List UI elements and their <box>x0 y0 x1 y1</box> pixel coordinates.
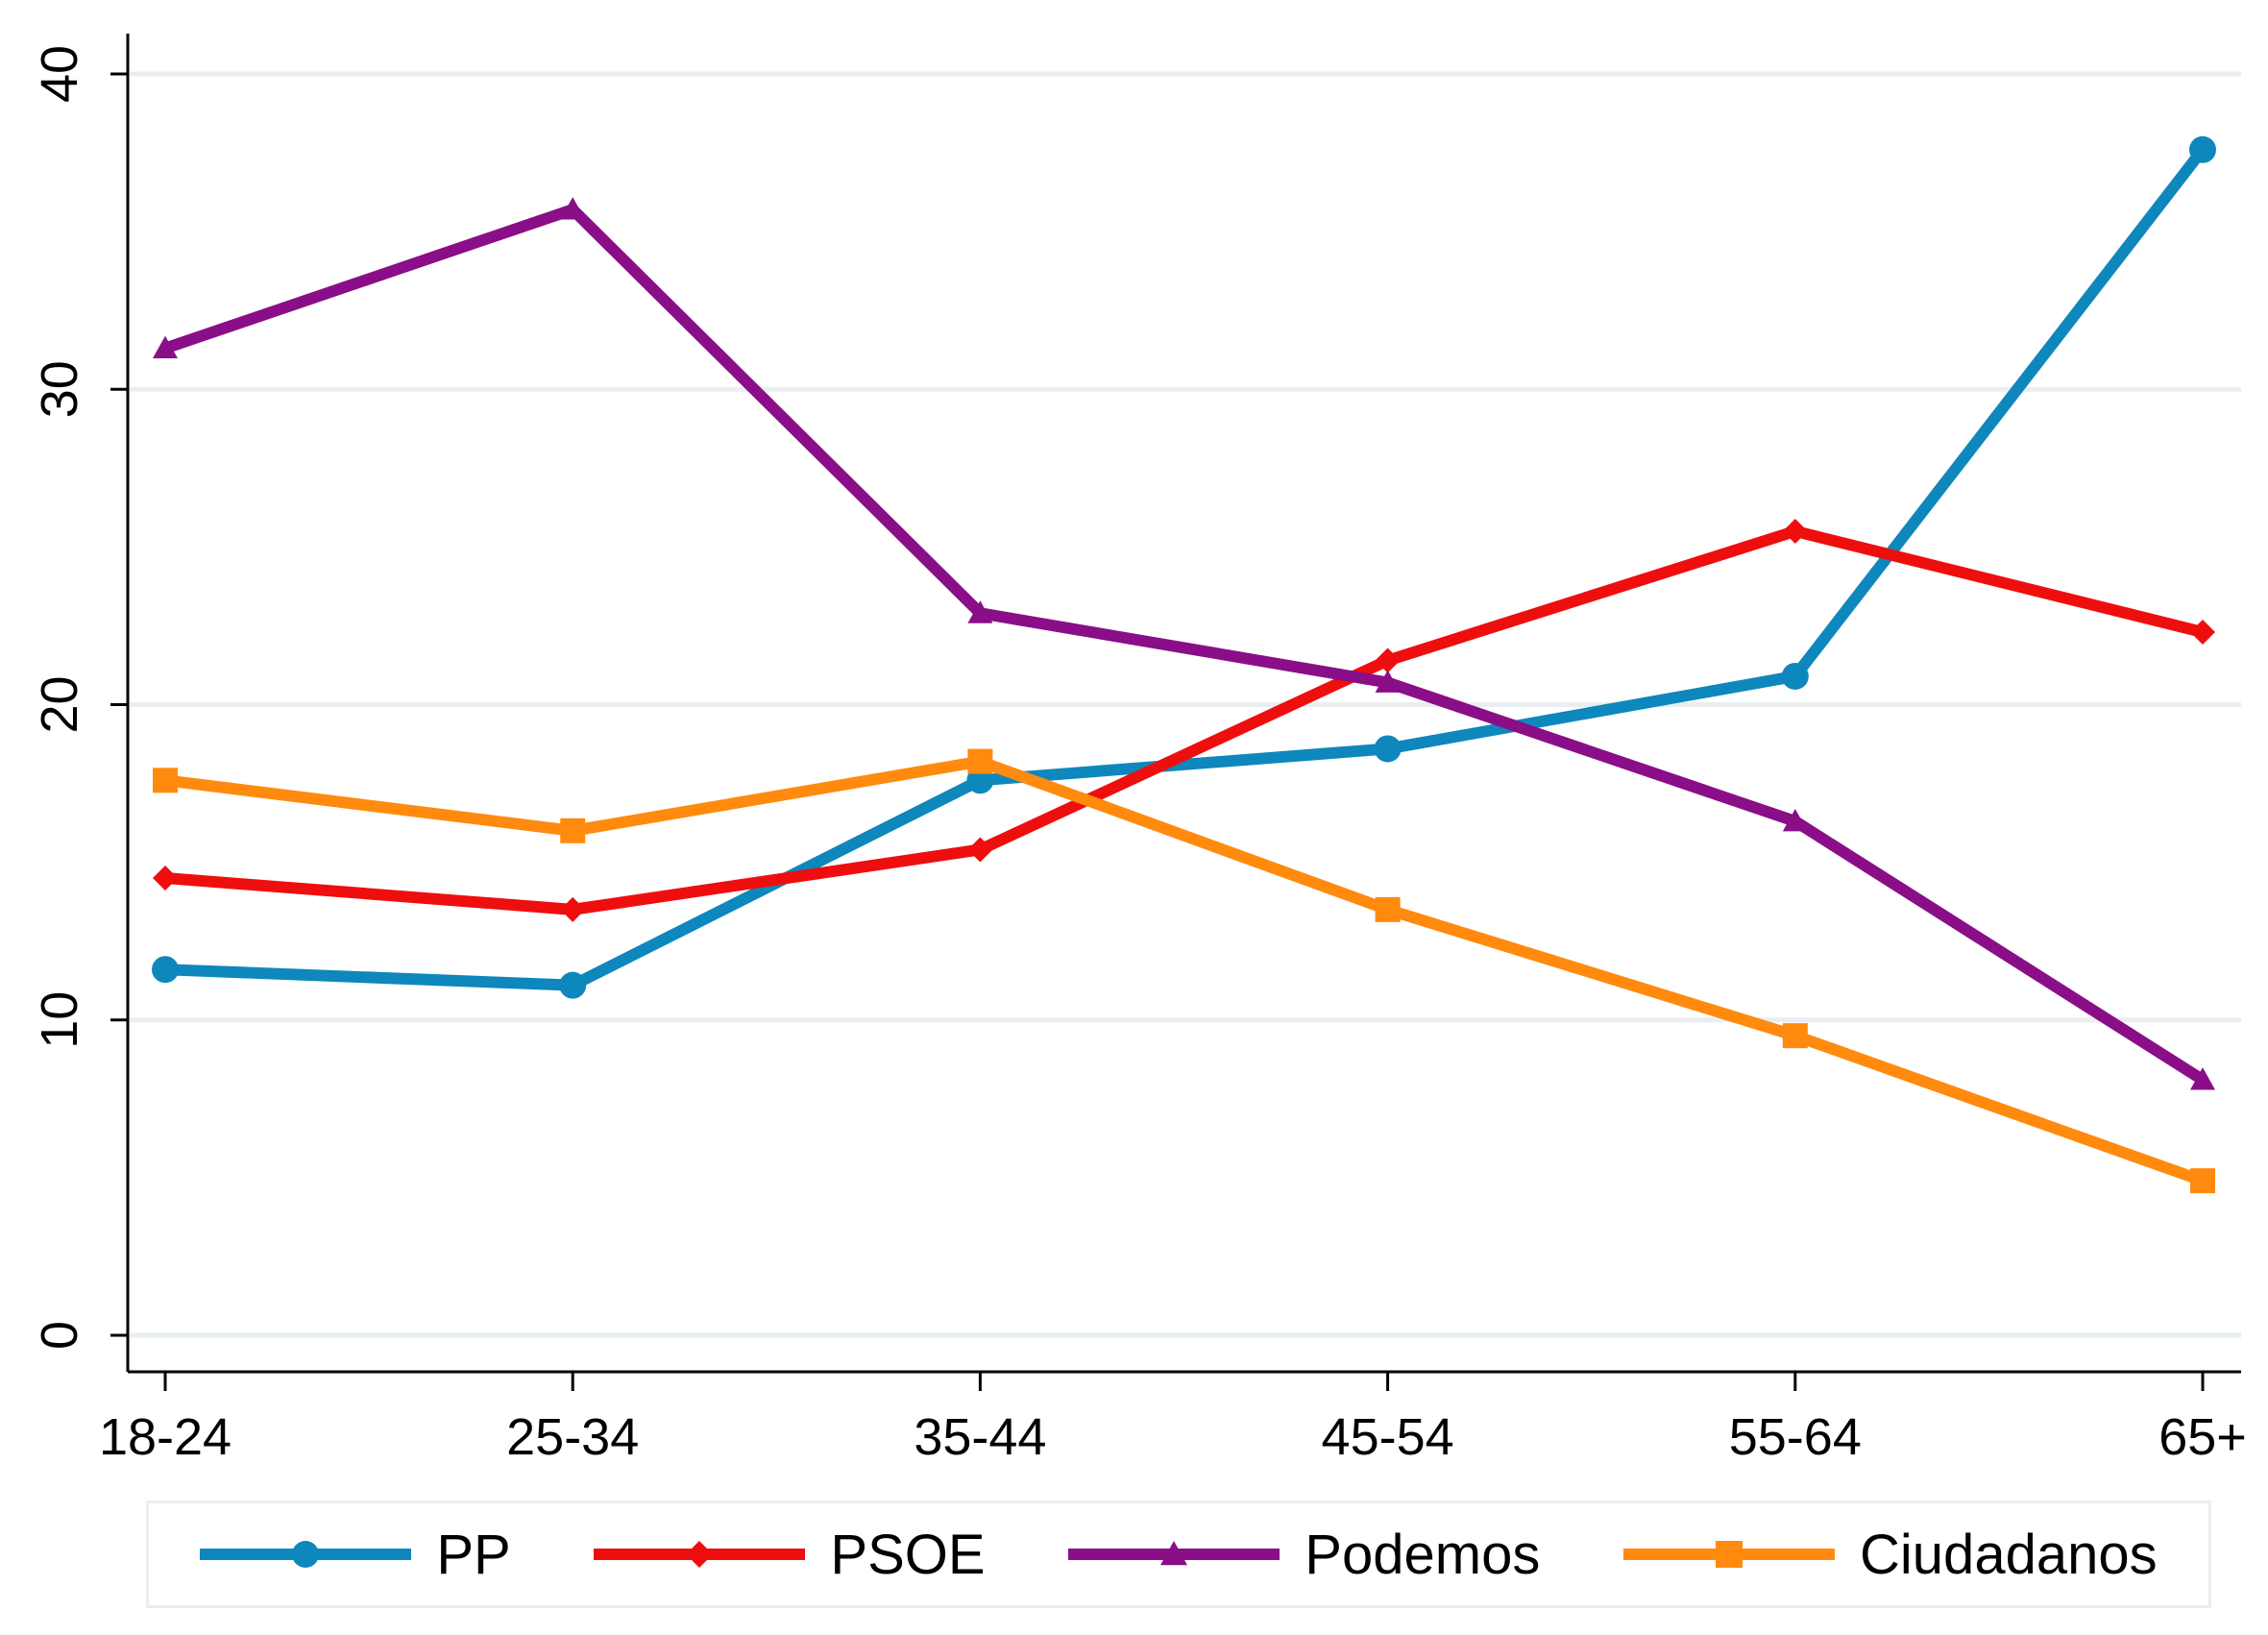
legend-item-ciudadanos: Ciudadanos <box>1623 1523 2158 1587</box>
data-point-psoe <box>153 866 178 891</box>
data-point-pp <box>2189 135 2216 163</box>
series-lines <box>159 143 2208 1187</box>
axes <box>126 34 2241 1374</box>
data-point-pp <box>1781 662 1809 690</box>
data-point-podemos <box>560 197 586 220</box>
data-point-psoe <box>1375 647 1401 673</box>
y-tick-label: 10 <box>31 991 88 1049</box>
series-markers <box>152 135 2216 1194</box>
series-line-psoe <box>159 525 2208 915</box>
series-line-podemos <box>159 204 2208 1086</box>
data-point-psoe <box>560 896 586 922</box>
legend-key-podemos <box>1068 1541 1280 1566</box>
data-point-ciudadanos <box>967 748 993 774</box>
series-line-ciudadanos <box>159 755 2208 1187</box>
y-tick-label: 20 <box>31 675 88 733</box>
legend-label-psoe: PSOE <box>830 1523 986 1586</box>
legend-marker-ciudadanos <box>1716 1541 1744 1568</box>
x-axis-ticks: 18-24 25-34 35-44 45-54 55-64 65+ <box>99 1372 2247 1466</box>
data-point-podemos <box>2190 1067 2215 1090</box>
y-tick-label: 30 <box>31 360 88 418</box>
series-line-pp <box>159 143 2208 991</box>
data-point-podemos <box>153 335 178 358</box>
legend-marker-pp <box>292 1541 320 1568</box>
x-tick-label: 35-44 <box>914 1408 1046 1466</box>
legend-key-pp <box>200 1541 412 1568</box>
data-point-pp <box>1374 735 1402 763</box>
legend-item-pp: PP <box>200 1523 511 1587</box>
legend-key-ciudadanos <box>1623 1541 1836 1568</box>
y-axis-ticks: 0 10 20 30 40 <box>31 45 128 1350</box>
data-point-podemos <box>1375 670 1401 693</box>
gridlines <box>130 71 2241 1338</box>
data-point-ciudadanos <box>153 768 178 793</box>
x-tick-label: 55-64 <box>1729 1408 1862 1466</box>
data-point-pp <box>152 956 179 984</box>
legend-item-psoe: PSOE <box>594 1523 986 1587</box>
legend-label-podemos: Podemos <box>1305 1523 1541 1586</box>
legend-key-psoe <box>594 1541 806 1568</box>
data-point-psoe <box>967 837 993 863</box>
x-tick-label: 65+ <box>2158 1408 2247 1466</box>
data-point-ciudadanos <box>2190 1168 2215 1194</box>
line-chart: 0 10 20 30 40 18-24 25-34 35-44 45-54 55-64 65+ <box>31 34 2247 1466</box>
data-point-pp <box>559 971 587 999</box>
x-tick-label: 45-54 <box>1322 1408 1454 1466</box>
data-point-ciudadanos <box>1375 896 1401 922</box>
data-point-podemos <box>967 600 993 623</box>
legend-label-pp: PP <box>436 1523 511 1586</box>
data-point-psoe <box>1782 518 1808 544</box>
data-point-ciudadanos <box>1782 1023 1808 1049</box>
data-point-psoe <box>2190 620 2215 646</box>
y-tick-label: 40 <box>31 45 88 103</box>
legend-marker-psoe <box>686 1541 714 1568</box>
legend: PP PSOE Podemos Ciudadanos <box>146 1501 2211 1608</box>
legend-label-ciudadanos: Ciudadanos <box>1860 1523 2158 1586</box>
data-point-podemos <box>1782 808 1808 832</box>
legend-item-podemos: Podemos <box>1068 1523 1540 1587</box>
x-tick-label: 25-34 <box>506 1408 639 1466</box>
data-point-ciudadanos <box>560 818 586 843</box>
x-tick-label: 18-24 <box>99 1408 232 1466</box>
legend-marker-podemos <box>1160 1541 1188 1566</box>
y-tick-label: 0 <box>31 1321 88 1350</box>
